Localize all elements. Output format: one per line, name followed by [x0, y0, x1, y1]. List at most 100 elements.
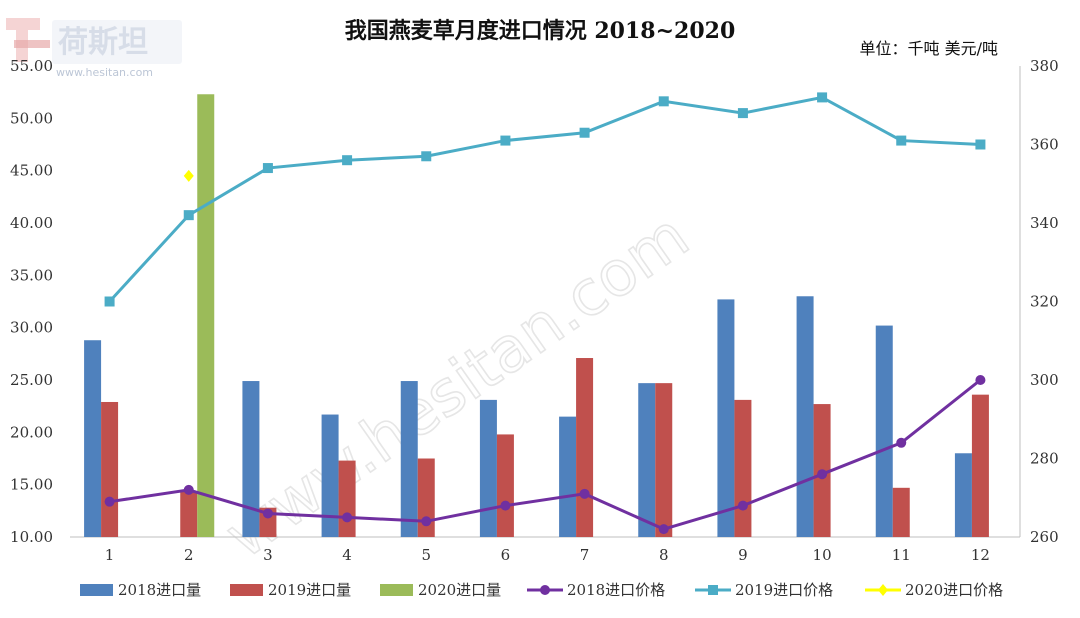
- line-point: [342, 512, 353, 523]
- chart-title: 我国燕麦草月度进口情况 2018~2020: [345, 18, 736, 44]
- series-line: [109, 378, 982, 531]
- line-point: [658, 524, 669, 535]
- line-point: [658, 96, 669, 107]
- line-point: [262, 508, 273, 519]
- x-tick-label: 6: [501, 546, 511, 564]
- line-point: [500, 500, 511, 511]
- left-tick-label: 10.00: [10, 528, 53, 546]
- x-tick-label: 8: [659, 546, 669, 564]
- line-point: [421, 516, 432, 527]
- left-tick-label: 35.00: [10, 266, 53, 284]
- bar: [338, 460, 356, 537]
- legend-label: 2018进口价格: [567, 581, 665, 599]
- bar: [734, 399, 752, 537]
- x-tick-label: 2: [184, 546, 194, 564]
- bar: [417, 458, 435, 537]
- legend-item: 2019进口量: [230, 581, 351, 599]
- x-tick-label: 9: [738, 546, 748, 564]
- legend-swatch: [80, 584, 113, 596]
- legend-marker: [540, 585, 550, 595]
- right-tick-label: 280: [1030, 450, 1059, 468]
- x-tick-label: 11: [892, 546, 911, 564]
- line-point: [183, 169, 194, 182]
- left-axis-ticks: 10.00 15.00 20.00 25.00 30.00 35.00 40.00 45.00…: [10, 57, 53, 546]
- legend-item: 2020进口量: [380, 581, 501, 599]
- legend-label: 2020进口量: [418, 581, 501, 599]
- x-tick-label: 4: [342, 546, 352, 564]
- bar: [559, 416, 577, 537]
- logo-text: 荷斯坦: [58, 25, 148, 60]
- line-point: [342, 155, 353, 166]
- series-line: [108, 95, 981, 303]
- left-tick-label: 40.00: [10, 214, 53, 232]
- left-tick-label: 55.00: [10, 57, 53, 75]
- left-tick-label: 30.00: [10, 319, 53, 337]
- right-tick-label: 320: [1030, 293, 1059, 311]
- bar: [875, 325, 893, 537]
- line-point: [579, 127, 590, 138]
- bar: [954, 453, 972, 537]
- left-tick-label: 25.00: [10, 371, 53, 389]
- line-point: [817, 469, 828, 480]
- legend-item: 2018进口价格: [527, 581, 665, 599]
- right-tick-label: 380: [1030, 57, 1059, 75]
- legend-item: 2020进口价格: [865, 581, 1003, 599]
- legend-label: 2018进口量: [118, 581, 201, 599]
- legend-swatch: [380, 584, 413, 596]
- legend-item: 2018进口量: [80, 581, 201, 599]
- logo: 荷斯坦 www.hesitan.com: [6, 18, 182, 79]
- bar: [101, 401, 119, 537]
- line-point: [975, 139, 986, 150]
- axes: [70, 66, 1021, 538]
- line-point: [896, 437, 907, 448]
- line-point: [817, 92, 828, 103]
- legend-label: 2020进口价格: [905, 581, 1003, 599]
- legend: 2018进口量 2019进口量 2020进口量 2018进口价格 2019进口价格 202…: [80, 581, 1003, 599]
- x-axis-ticks: 1 2 3 4 5 6 7 8 9 10 11 12: [105, 546, 990, 564]
- legend-marker: [878, 584, 888, 596]
- bar: [400, 381, 418, 537]
- legend-label: 2019进口价格: [735, 581, 833, 599]
- logo-site: www.hesitan.com: [56, 66, 153, 79]
- bar: [971, 394, 989, 537]
- right-tick-label: 340: [1030, 214, 1059, 232]
- line-point: [262, 163, 273, 174]
- bar: [892, 487, 910, 537]
- bar: [655, 383, 673, 537]
- line-point: [975, 375, 986, 385]
- legend-label: 2019进口量: [268, 581, 351, 599]
- right-tick-label: 360: [1030, 136, 1059, 154]
- bar: [576, 358, 594, 537]
- left-tick-label: 50.00: [10, 109, 53, 127]
- line-point: [421, 151, 432, 162]
- x-tick-label: 1: [105, 546, 115, 564]
- right-tick-label: 260: [1030, 528, 1059, 546]
- lines: [104, 92, 986, 535]
- bar: [638, 383, 656, 537]
- line-point: [896, 135, 907, 146]
- bar: [496, 434, 514, 537]
- x-tick-label: 7: [580, 546, 590, 564]
- x-tick-label: 12: [971, 546, 990, 564]
- bar: [84, 340, 102, 537]
- bar: [242, 381, 260, 537]
- x-tick-label: 3: [263, 546, 273, 564]
- bar: [717, 299, 735, 537]
- bar: [479, 399, 497, 537]
- x-tick-label: 10: [813, 546, 832, 564]
- line-point: [500, 135, 511, 146]
- bar: [197, 94, 215, 537]
- line-point: [737, 108, 748, 119]
- left-tick-label: 20.00: [10, 423, 53, 441]
- legend-marker: [708, 585, 718, 595]
- bar: [796, 296, 814, 537]
- bar: [180, 491, 198, 537]
- line-point: [183, 484, 194, 495]
- right-axis-ticks: 260 280 300 320 340 360 380: [1030, 57, 1059, 546]
- left-tick-label: 15.00: [10, 476, 53, 494]
- line-point: [579, 488, 590, 499]
- line-point: [737, 500, 748, 511]
- line-point: [104, 296, 115, 307]
- legend-swatch: [230, 584, 263, 596]
- unit-label: 单位：千吨 美元/吨: [860, 39, 998, 58]
